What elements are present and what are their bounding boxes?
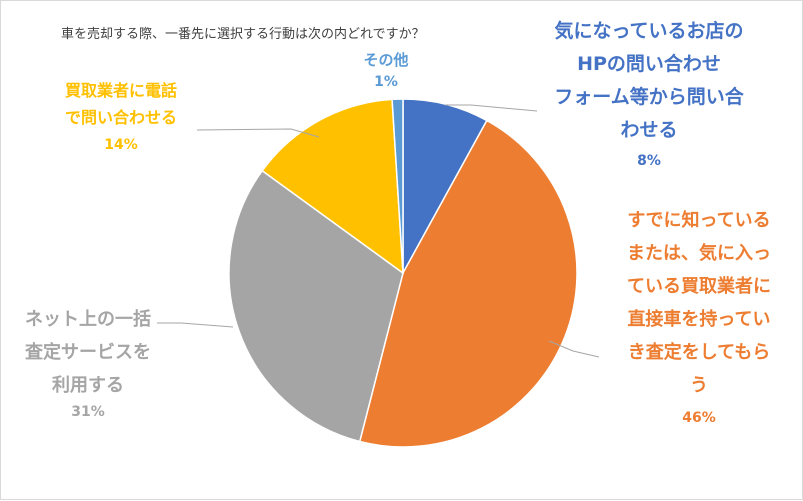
label-direct-line: すでに知っている bbox=[627, 210, 771, 231]
label-other-line: その他 bbox=[363, 51, 409, 69]
slice-other bbox=[391, 98, 404, 274]
label-hp-line: HPの問い合わせ bbox=[577, 53, 721, 75]
label-hp-line: フォーム等から問い合 bbox=[554, 86, 744, 108]
label-phone-percent: 14% bbox=[104, 137, 138, 153]
label-net-line: 査定サービスを bbox=[25, 342, 151, 363]
label-phone-line: で問い合わせる bbox=[64, 108, 177, 127]
leader-line-net bbox=[157, 322, 234, 328]
label-direct-line: き査定をしてもら bbox=[627, 342, 771, 363]
leader-line-hp bbox=[445, 104, 538, 112]
label-hp-inquiry: 気になっているお店の HPの問い合わせ フォーム等から問い合 わせる 8% bbox=[539, 15, 759, 171]
label-other-percent: 1% bbox=[374, 74, 398, 90]
label-direct-percent: 46% bbox=[682, 410, 716, 426]
label-phone-line: 買取業者に電話 bbox=[64, 81, 177, 100]
chart-title: 車を売却する際、一番先に選択する行動は次の内どれですか？ bbox=[61, 27, 425, 42]
label-hp-line: わせる bbox=[620, 119, 678, 141]
label-other: その他 1% bbox=[351, 49, 421, 93]
leader-line-direct bbox=[548, 340, 600, 358]
label-phone-inquiry: 買取業者に電話 で問い合わせる 14% bbox=[31, 77, 211, 155]
label-net-line: ネット上の一括 bbox=[25, 309, 151, 330]
slice-online-appraisal bbox=[228, 169, 404, 443]
label-direct-line: う bbox=[690, 375, 708, 396]
slice-phone-inquiry bbox=[261, 98, 404, 275]
label-direct-visit: すでに知っている または、気に入っ ている買取業者に 直接車を持ってい き査定を… bbox=[599, 204, 799, 428]
label-hp-percent: 8% bbox=[637, 153, 661, 169]
label-net-percent: 31% bbox=[71, 404, 105, 420]
label-online-appraisal: ネット上の一括 査定サービスを 利用する 31% bbox=[3, 303, 173, 422]
label-hp-line: 気になっているお店の bbox=[554, 20, 744, 42]
label-direct-line: または、気に入っ bbox=[627, 243, 771, 264]
label-net-line: 利用する bbox=[52, 375, 124, 396]
label-direct-line: 直接車を持ってい bbox=[627, 309, 771, 330]
leader-line-phone bbox=[196, 128, 320, 138]
label-direct-line: ている買取業者に bbox=[627, 276, 771, 297]
slice-direct-visit bbox=[358, 119, 578, 448]
